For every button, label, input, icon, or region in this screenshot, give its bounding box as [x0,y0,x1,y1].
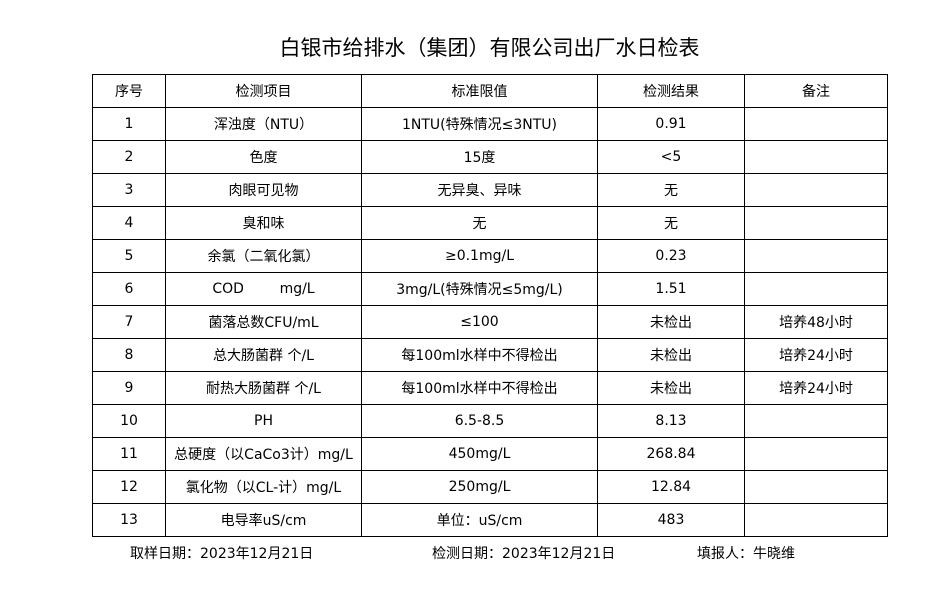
cell: 耐热大肠菌群 个/L [165,371,362,405]
cell: 每100ml水样中不得检出 [361,338,598,372]
cell: 无 [361,206,598,240]
cell [744,404,888,438]
cell: 12 [92,470,166,504]
cell: ≤100 [361,305,598,339]
cell: 氯化物（以CL-计）mg/L [165,470,362,504]
cell [744,239,888,273]
data-row: 11 总硬度（以CaCo3计）mg/L 450mg/L 268.84 [92,437,888,471]
cell: 余氯（二氧化氯） [165,239,362,273]
cell: 每100ml水样中不得检出 [361,371,598,405]
cell: 268.84 [597,437,745,471]
cell: 1NTU(特殊情况≤3NTU) [361,107,598,141]
cell: 1.51 [597,272,745,306]
cell: 肉眼可见物 [165,173,362,207]
cell: 总硬度（以CaCo3计）mg/L [165,437,362,471]
inspection-table: 序号 检测项目 标准限值 检测结果 备注 1 浑浊度（NTU） 1NTU(特殊情况≤3NTU)… [92,74,888,537]
cell: 0.23 [597,239,745,273]
cell: 总大肠菌群 个/L [165,338,362,372]
cell: 无 [597,173,745,207]
cell: <5 [597,140,745,174]
cell: 8.13 [597,404,745,438]
cell [744,107,888,141]
cell: 标准限值 [361,74,598,108]
cell: 10 [92,404,166,438]
sampling-date: 取样日期：2023年12月21日 [130,546,314,562]
cell: 培养24小时 [744,338,888,372]
cell [744,503,888,537]
cell: PH [165,404,362,438]
cell: 培养24小时 [744,371,888,405]
data-row: 2 色度 15度 <5 [92,140,888,174]
data-row: 4 臭和味无无 [92,206,888,240]
cell: 6 [92,272,166,306]
cell: COD mg/L [165,272,362,306]
cell: 11 [92,437,166,471]
header-row: 序号 检测项目 标准限值 检测结果 备注 [92,74,888,108]
data-row: 1 浑浊度（NTU） 1NTU(特殊情况≤3NTU) 0.91 [92,107,888,141]
reporter: 填报人：牛晓维 [697,546,795,562]
data-row: 6 COD mg/L 3mg/L(特殊情况≤5mg/L) 1.51 [92,272,888,306]
cell: 未检出 [597,371,745,405]
data-row: 13 电导率uS/cm 单位：uS/cm 483 [92,503,888,537]
cell: 未检出 [597,305,745,339]
cell: 色度 [165,140,362,174]
cell: 1 [92,107,166,141]
cell: 检测结果 [597,74,745,108]
cell: 序号 [92,74,166,108]
cell: 250mg/L [361,470,598,504]
cell: 0.91 [597,107,745,141]
cell: 臭和味 [165,206,362,240]
cell: 电导率uS/cm [165,503,362,537]
data-row: 3 肉眼可见物 无异臭、异味无 [92,173,888,207]
cell: 15度 [361,140,598,174]
cell: 备注 [744,74,888,108]
cell [744,140,888,174]
cell: ≥0.1mg/L [361,239,598,273]
cell [744,437,888,471]
data-row: 10 PH 6.5-8.5 8.13 [92,404,888,438]
cell [744,206,888,240]
cell: 13 [92,503,166,537]
test-date: 检测日期：2023年12月21日 [432,546,616,562]
data-row: 5 余氯（二氧化氯） ≥0.1mg/L 0.23 [92,239,888,273]
cell [744,470,888,504]
cell: 8 [92,338,166,372]
cell: 未检出 [597,338,745,372]
cell: 6.5-8.5 [361,404,598,438]
cell: 菌落总数CFU/mL [165,305,362,339]
cell: 无异臭、异味 [361,173,598,207]
cell: 4 [92,206,166,240]
cell: 浑浊度（NTU） [165,107,362,141]
data-row: 9 耐热大肠菌群 个/L 每100ml水样中不得检出 未检出 培养24小时 [92,371,888,405]
cell: 9 [92,371,166,405]
cell: 483 [597,503,745,537]
cell [744,272,888,306]
cell: 450mg/L [361,437,598,471]
cell: 检测项目 [165,74,362,108]
cell: 3 [92,173,166,207]
cell: 3mg/L(特殊情况≤5mg/L) [361,272,598,306]
cell: 2 [92,140,166,174]
cell: 无 [597,206,745,240]
cell [744,173,888,207]
cell: 5 [92,239,166,273]
cell: 12.84 [597,470,745,504]
data-row: 7 菌落总数CFU/mL ≤100 未检出 培养48小时 [92,305,888,339]
cell: 单位：uS/cm [361,503,598,537]
cell: 培养48小时 [744,305,888,339]
data-row: 12 氯化物（以CL-计）mg/L 250mg/L 12.84 [92,470,888,504]
cell: 7 [92,305,166,339]
data-row: 8 总大肠菌群 个/L 每100ml水样中不得检出 未检出 培养24小时 [92,338,888,372]
title: 白银市给排水（集团）有限公司出厂水日检表 [279,36,700,60]
